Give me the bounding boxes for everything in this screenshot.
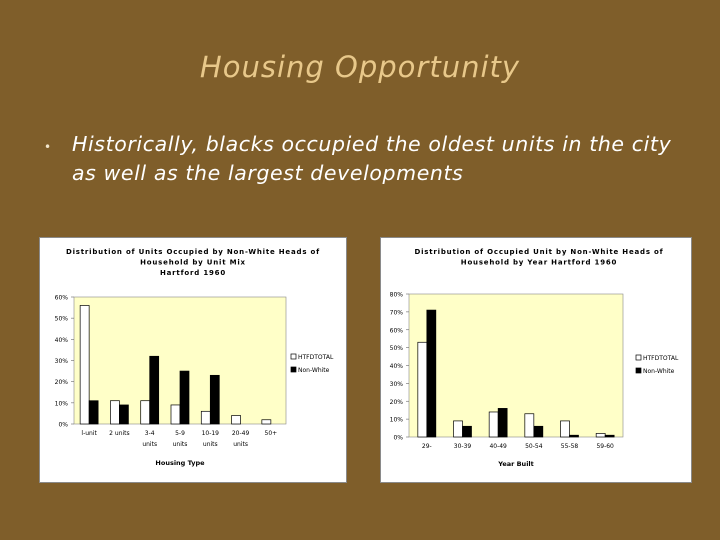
- x-tick-label: l-unit: [81, 430, 97, 437]
- bar-non-white: [209, 374, 220, 425]
- bar-htfdtotal: [231, 415, 241, 425]
- x-tick-label: 3-4: [145, 430, 155, 437]
- y-tick-label: 10%: [390, 417, 404, 424]
- y-tick-label: 40%: [390, 363, 404, 370]
- chart-unit-mix: Distribution of Units Occupied by Non-Wh…: [55, 248, 334, 467]
- x-tick-label: units: [142, 441, 157, 448]
- legend-label: HTFDTOTAL: [298, 354, 334, 361]
- legend-swatch: [290, 366, 297, 373]
- chart-title-line: Hartford 1960: [160, 269, 226, 277]
- y-tick-label: 40%: [55, 337, 69, 344]
- y-tick-label: 60%: [55, 295, 69, 302]
- y-tick-label: 20%: [390, 399, 404, 406]
- y-tick-label: 50%: [390, 345, 404, 352]
- bar-non-white: [462, 425, 472, 438]
- bar-non-white: [149, 355, 160, 425]
- bar-htfdtotal: [79, 305, 90, 425]
- bar-htfdtotal: [140, 400, 151, 425]
- slide-title: Housing Opportunity: [199, 50, 521, 84]
- x-tick-label: units: [173, 441, 188, 448]
- y-tick-label: 30%: [55, 358, 69, 365]
- bar-htfdtotal: [261, 419, 272, 425]
- bar-non-white: [88, 400, 99, 425]
- legend-label: HTFDTOTAL: [643, 355, 679, 362]
- y-tick-label: 50%: [55, 316, 69, 323]
- bar-htfdtotal: [200, 410, 211, 425]
- bar-htfdtotal: [560, 420, 570, 438]
- chart-year-built: Distribution of Occupied Unit by Non-Whi…: [390, 248, 679, 468]
- bar-non-white: [569, 434, 579, 438]
- bar-non-white: [533, 425, 544, 438]
- bullet-dot: •: [44, 140, 52, 154]
- y-tick-label: 0%: [393, 435, 403, 442]
- x-tick-label: 50-54: [525, 443, 543, 450]
- bar-non-white: [604, 434, 615, 438]
- bar-htfdtotal: [170, 404, 181, 425]
- x-tick-label: 40-49: [489, 443, 507, 450]
- bar-htfdtotal: [524, 413, 535, 438]
- x-tick-label: 29-: [422, 443, 432, 450]
- chart-title-line: Distribution of Units Occupied by Non-Wh…: [66, 248, 320, 256]
- bar-htfdtotal: [417, 341, 428, 438]
- chart-panel-year-built: Distribution of Occupied Unit by Non-Whi…: [380, 237, 692, 483]
- y-tick-label: 0%: [58, 422, 68, 429]
- legend-swatch: [635, 354, 642, 361]
- bullet-text: Historically, blacks occupied the oldest…: [72, 132, 672, 185]
- legend-label: Non-White: [298, 367, 330, 374]
- x-tick-label: 20-49: [232, 430, 250, 437]
- chart-panel-unit-mix: Distribution of Units Occupied by Non-Wh…: [39, 237, 347, 483]
- bar-non-white: [426, 309, 437, 438]
- bar-htfdtotal: [595, 433, 606, 438]
- bar-non-white: [119, 404, 129, 425]
- x-tick-label: units: [233, 441, 248, 448]
- x-tick-label: 10-19: [202, 430, 220, 437]
- legend-swatch: [290, 353, 297, 360]
- x-tick-label: 50+: [265, 430, 278, 437]
- x-tick-label: 2 units: [109, 430, 129, 437]
- legend-swatch: [635, 367, 642, 374]
- y-tick-label: 70%: [390, 309, 404, 316]
- x-tick-label: units: [203, 441, 218, 448]
- bar-non-white: [497, 408, 508, 438]
- x-tick-label: 5-9: [175, 430, 185, 437]
- y-tick-label: 30%: [390, 381, 404, 388]
- plot-area: [408, 293, 624, 438]
- x-tick-label: 59-60: [596, 443, 614, 450]
- legend-label: Non-White: [643, 368, 675, 375]
- chart-title-line: Household by Year Hartford 1960: [461, 259, 617, 267]
- y-tick-label: 80%: [390, 292, 404, 299]
- x-tick-label: 55-58: [561, 443, 579, 450]
- bar-htfdtotal: [453, 420, 463, 438]
- x-axis-label: Housing Type: [155, 459, 205, 467]
- bar-htfdtotal: [488, 411, 499, 438]
- x-tick-label: 30-39: [454, 443, 472, 450]
- x-axis-label: Year Built: [497, 460, 534, 468]
- y-tick-label: 10%: [55, 400, 69, 407]
- y-tick-label: 20%: [55, 379, 69, 386]
- y-tick-label: 60%: [390, 327, 404, 334]
- bar-non-white: [179, 370, 190, 425]
- bar-htfdtotal: [110, 400, 120, 425]
- chart-title-line: Household by Unit Mix: [140, 259, 246, 267]
- chart-title-line: Distribution of Occupied Unit by Non-Whi…: [414, 248, 663, 256]
